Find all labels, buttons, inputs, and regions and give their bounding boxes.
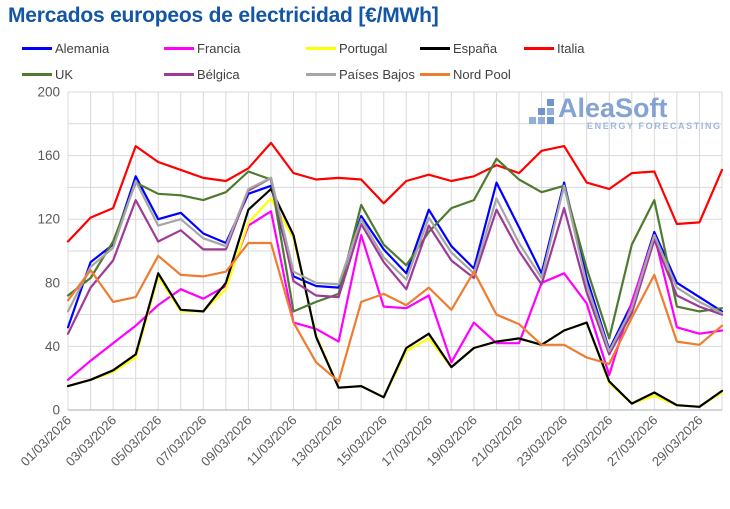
y-tick-label: 160 [37, 148, 60, 163]
legend-label: UK [55, 67, 74, 82]
legend-swatch [164, 73, 194, 76]
series-line-uk [66, 157, 724, 340]
series-line-nord-pool [66, 241, 724, 383]
legend-swatch [22, 73, 52, 76]
logo-dot [547, 117, 554, 124]
y-tick-label: 80 [45, 275, 60, 290]
legend-label: Alemania [55, 41, 110, 56]
legend-label: Portugal [339, 41, 388, 56]
legend-item-francia: Francia [164, 41, 240, 56]
legend-label: Italia [557, 41, 585, 56]
series-line-españa [66, 187, 724, 408]
y-tick-label: 200 [37, 85, 60, 100]
legend-swatch [306, 47, 336, 50]
logo-tagline: ENERGY FORECASTING [587, 121, 722, 131]
legend-swatch [22, 47, 52, 50]
series-line-bélgica [66, 176, 724, 356]
legend-item-países-bajos: Países Bajos [306, 67, 415, 82]
legend-item-alemania: Alemania [22, 41, 109, 56]
legend-swatch [420, 47, 450, 50]
logo-dot [538, 108, 545, 115]
legend-label: Nord Pool [453, 67, 511, 82]
legend-label: Países Bajos [339, 67, 415, 82]
legend-swatch [524, 47, 554, 50]
legend-item-españa: España [420, 41, 497, 56]
logo-dot [529, 117, 536, 124]
legend-swatch [306, 73, 336, 76]
logo-dot [547, 99, 554, 106]
legend-label: Francia [197, 41, 241, 56]
legend-label: Bélgica [197, 67, 240, 82]
chart-legend: Alemania Francia Portugal España Italia UK Bél… [0, 0, 730, 90]
y-tick-label: 0 [52, 403, 60, 418]
y-tick-label: 40 [45, 339, 60, 354]
legend-item-uk: UK [22, 67, 73, 82]
legend-item-nord-pool: Nord Pool [420, 67, 511, 82]
legend-label: España [453, 41, 498, 56]
series-line-italia [66, 141, 724, 243]
series-line-portugal [66, 197, 724, 408]
legend-swatch [420, 73, 450, 76]
legend-item-bélgica: Bélgica [164, 67, 240, 82]
chart-title: Mercados europeos de electricidad [€/MWh… [8, 4, 439, 27]
series-line-francia [66, 210, 724, 381]
series-line-países-bajos [66, 176, 724, 353]
logo-dots-icon [529, 99, 555, 125]
logo-brand: AleaSoft [558, 93, 668, 123]
legend-swatch [164, 47, 194, 50]
y-tick-label: 120 [37, 212, 60, 227]
legend-item-italia: Italia [524, 41, 584, 56]
logo-dot [547, 108, 554, 115]
legend-item-portugal: Portugal [306, 41, 387, 56]
aleasoft-logo: AleaSoft ENERGY FORECASTING [529, 95, 722, 131]
logo-dot [538, 117, 545, 124]
